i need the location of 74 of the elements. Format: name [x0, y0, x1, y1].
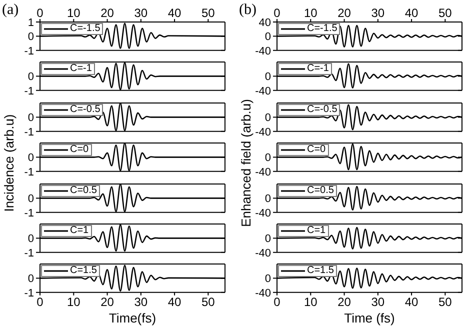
x-tick-label: 10	[66, 295, 81, 310]
y-tick-label: 0	[28, 31, 34, 44]
y-tick-label: 0	[264, 71, 272, 84]
y-tick-label: -40	[255, 166, 272, 178]
y-tick-label: 0	[264, 152, 272, 164]
y-tick-label: -40	[255, 45, 272, 58]
x2-tick-label: 30	[371, 6, 385, 20]
x-tick-label: 30	[134, 295, 148, 310]
x-axis-title: Time (fs)	[344, 310, 395, 326]
x2-tick-label: 40	[404, 6, 419, 20]
y-tick-label: 0	[264, 233, 272, 246]
legend-label: C=1.5	[307, 265, 334, 276]
legend-label: C=-1.5	[70, 23, 100, 34]
x-tick-label: 40	[168, 295, 182, 310]
x-tick-label: 30	[371, 295, 385, 310]
legend-label: C=1	[70, 225, 89, 236]
chart-title: (b)	[239, 2, 256, 19]
x-tick-label: 0	[36, 295, 44, 310]
x-tick-label: 0	[274, 295, 281, 310]
x2-tick-label: 0	[36, 6, 44, 20]
x2-tick-label: 10	[66, 6, 81, 20]
legend-label: C=1.5	[70, 265, 97, 276]
y-tick-label: -1	[24, 166, 34, 178]
legend-label: C=-0.5	[307, 104, 338, 115]
x2-tick-label: 0	[274, 6, 281, 20]
y-tick-label: 1	[28, 16, 34, 29]
y-tick-label: -40	[255, 288, 272, 300]
y-tick-label: -1	[24, 247, 34, 260]
y-tick-label: 0	[28, 233, 34, 246]
y-tick-label: -40	[255, 247, 272, 260]
y-tick-label: 0	[28, 71, 34, 84]
x-tick-label: 10	[304, 295, 318, 310]
y-tick-label: -1	[24, 86, 34, 98]
y-tick-label: -40	[255, 86, 272, 98]
x-tick-label: 50	[438, 295, 452, 310]
legend-label: C=-1.5	[307, 23, 338, 34]
y-tick-label: 0	[28, 112, 34, 124]
y-tick-label: 0	[264, 273, 272, 286]
y-tick-label: 40	[258, 16, 272, 29]
y-tick-label: -1	[24, 206, 34, 219]
y-tick-label: 0	[264, 31, 272, 44]
x-axis-title: Time(fs)	[108, 310, 156, 326]
x2-tick-label: 20	[338, 6, 352, 20]
y-tick-label: -40	[255, 206, 272, 219]
x2-tick-label: 50	[438, 6, 452, 20]
y-tick-label: 0	[28, 152, 34, 164]
legend-label: C=0	[307, 144, 326, 156]
legend-label: C=0	[70, 144, 89, 156]
x2-tick-label: 30	[134, 6, 148, 20]
y-tick-label: -1	[24, 288, 34, 300]
y-axis-title: Incidence (arb.u)	[1, 114, 18, 214]
y-axis-title: Enhanced field (arb.u)	[238, 98, 254, 230]
y-tick-label: -1	[24, 126, 34, 138]
x2-tick-label: 20	[100, 6, 114, 20]
legend-label: C=-0.5	[70, 104, 100, 115]
y-tick-label: 0	[264, 112, 272, 124]
x2-tick-label: 10	[304, 6, 318, 20]
legend-label: C=-1	[70, 63, 92, 74]
legend-label: C=0.5	[307, 184, 334, 196]
legend-label: C=0.5	[70, 184, 97, 196]
x-tick-label: 20	[338, 295, 352, 310]
x-tick-label: 50	[202, 295, 216, 310]
legend-label: C=1	[307, 225, 326, 236]
y-tick-label: -40	[255, 126, 272, 138]
y-tick-label: -1	[24, 45, 34, 58]
x-tick-label: 20	[100, 295, 114, 310]
x2-tick-label: 50	[201, 6, 216, 20]
x2-tick-label: 40	[168, 6, 182, 20]
legend-label: C=-1	[307, 63, 329, 74]
y-tick-label: 0	[264, 192, 272, 205]
x-tick-label: 40	[404, 295, 419, 310]
y-tick-label: 0	[28, 192, 34, 205]
y-tick-label: 0	[28, 273, 34, 286]
chart-title: (a)	[2, 2, 19, 19]
